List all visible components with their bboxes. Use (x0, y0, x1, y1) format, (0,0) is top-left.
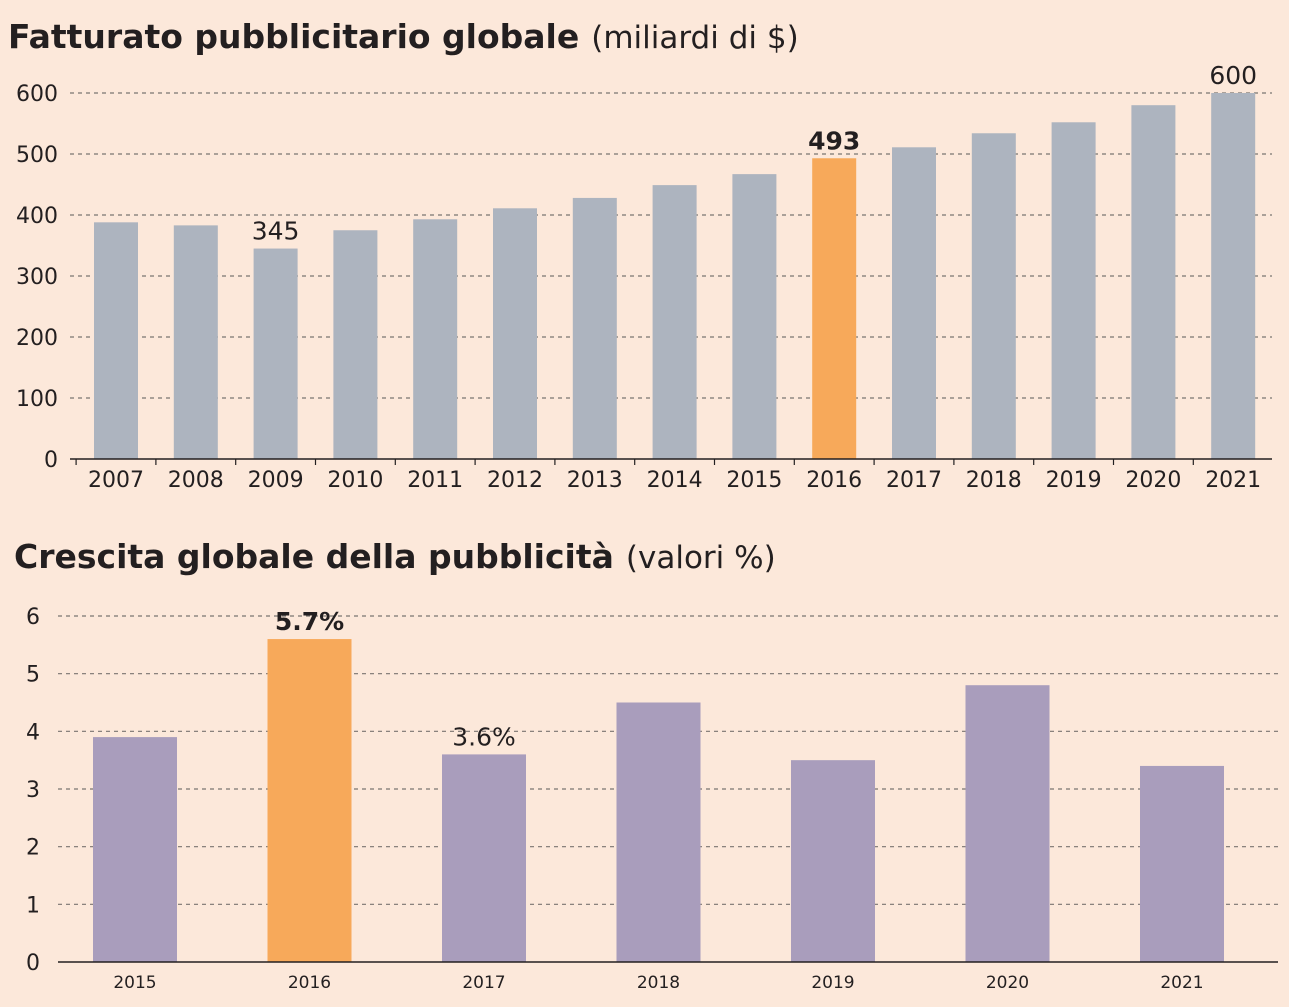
y-tick-label: 400 (16, 204, 58, 229)
x-tick-label: 2014 (647, 468, 703, 493)
chart-1: Fatturato pubblicitario globale (miliardi… (8, 17, 1272, 493)
bar-2019 (791, 760, 875, 962)
x-tick-label: 2017 (886, 468, 942, 493)
y-tick-label: 5 (26, 663, 40, 688)
bar-2021 (1140, 765, 1224, 962)
x-tick-label: 2021 (1205, 468, 1261, 493)
y-tick-label: 2 (26, 836, 40, 861)
bar-2015 (93, 737, 177, 962)
x-tick-label: 2016 (288, 973, 331, 993)
x-tick-label: 2008 (168, 468, 224, 493)
x-tick-label: 2020 (986, 973, 1029, 993)
bar-2020 (1131, 105, 1176, 459)
bar-2017 (892, 147, 936, 460)
y-tick-label: 200 (16, 326, 58, 351)
title-main: Crescita globale della pubblicità (14, 537, 614, 576)
x-tick-label: 2007 (88, 468, 144, 493)
data-label: 3.6% (452, 722, 516, 751)
x-tick-label: 2010 (327, 468, 383, 493)
title-unit: (valori %) (626, 540, 776, 576)
bar-2019 (1051, 122, 1096, 459)
x-tick-label: 2013 (567, 468, 623, 493)
x-tick-label: 2017 (462, 973, 505, 993)
x-tick-label: 2012 (487, 468, 543, 493)
y-tick-label: 6 (26, 605, 40, 630)
bar-2011 (413, 219, 458, 459)
bar-2007 (94, 222, 138, 459)
data-label: 493 (808, 126, 860, 155)
y-tick-label: 100 (16, 387, 58, 412)
bar-2017 (442, 754, 526, 962)
x-tick-label: 2020 (1125, 468, 1181, 493)
y-tick-label: 500 (16, 143, 58, 168)
x-tick-label: 2011 (407, 468, 463, 493)
chart-title: Crescita globale della pubblicità (valori… (14, 537, 776, 576)
y-tick-label: 1 (26, 893, 40, 918)
x-tick-label: 2016 (806, 468, 862, 493)
bar-2020 (965, 685, 1050, 962)
bar-2008 (173, 225, 218, 459)
y-tick-label: 0 (44, 448, 58, 473)
bar-2016 (812, 158, 857, 459)
y-tick-label: 0 (26, 951, 40, 976)
x-tick-label: 2015 (726, 468, 782, 493)
title-unit: (miliardi di $) (591, 20, 798, 56)
x-tick-label: 2021 (1160, 973, 1203, 993)
chart-2: Crescita globale della pubblicità (valori… (14, 537, 1278, 993)
x-tick-label: 2019 (1046, 468, 1102, 493)
bar-2016 (267, 639, 352, 962)
data-label: 5.7% (275, 607, 344, 636)
title-main: Fatturato pubblicitario globale (8, 17, 579, 56)
x-tick-label: 2018 (966, 468, 1022, 493)
y-tick-label: 4 (26, 720, 40, 745)
x-tick-label: 2009 (248, 468, 304, 493)
bar-2018 (971, 133, 1016, 459)
bar-2012 (493, 208, 537, 459)
x-tick-label: 2019 (811, 973, 854, 993)
bar-2013 (572, 197, 617, 460)
x-tick-label: 2018 (637, 973, 680, 993)
y-tick-label: 3 (26, 778, 40, 803)
bar-2009 (253, 248, 298, 459)
bar-2015 (732, 174, 777, 459)
y-tick-label: 600 (16, 82, 58, 107)
bar-2018 (616, 702, 701, 962)
x-tick-label: 2015 (113, 973, 156, 993)
chart-title: Fatturato pubblicitario globale (miliardi… (8, 17, 799, 56)
data-label: 600 (1209, 61, 1257, 90)
data-label: 345 (252, 217, 300, 246)
bar-2014 (652, 185, 697, 460)
bar-2021 (1211, 93, 1256, 459)
bar-2010 (333, 230, 378, 459)
y-tick-label: 300 (16, 265, 58, 290)
